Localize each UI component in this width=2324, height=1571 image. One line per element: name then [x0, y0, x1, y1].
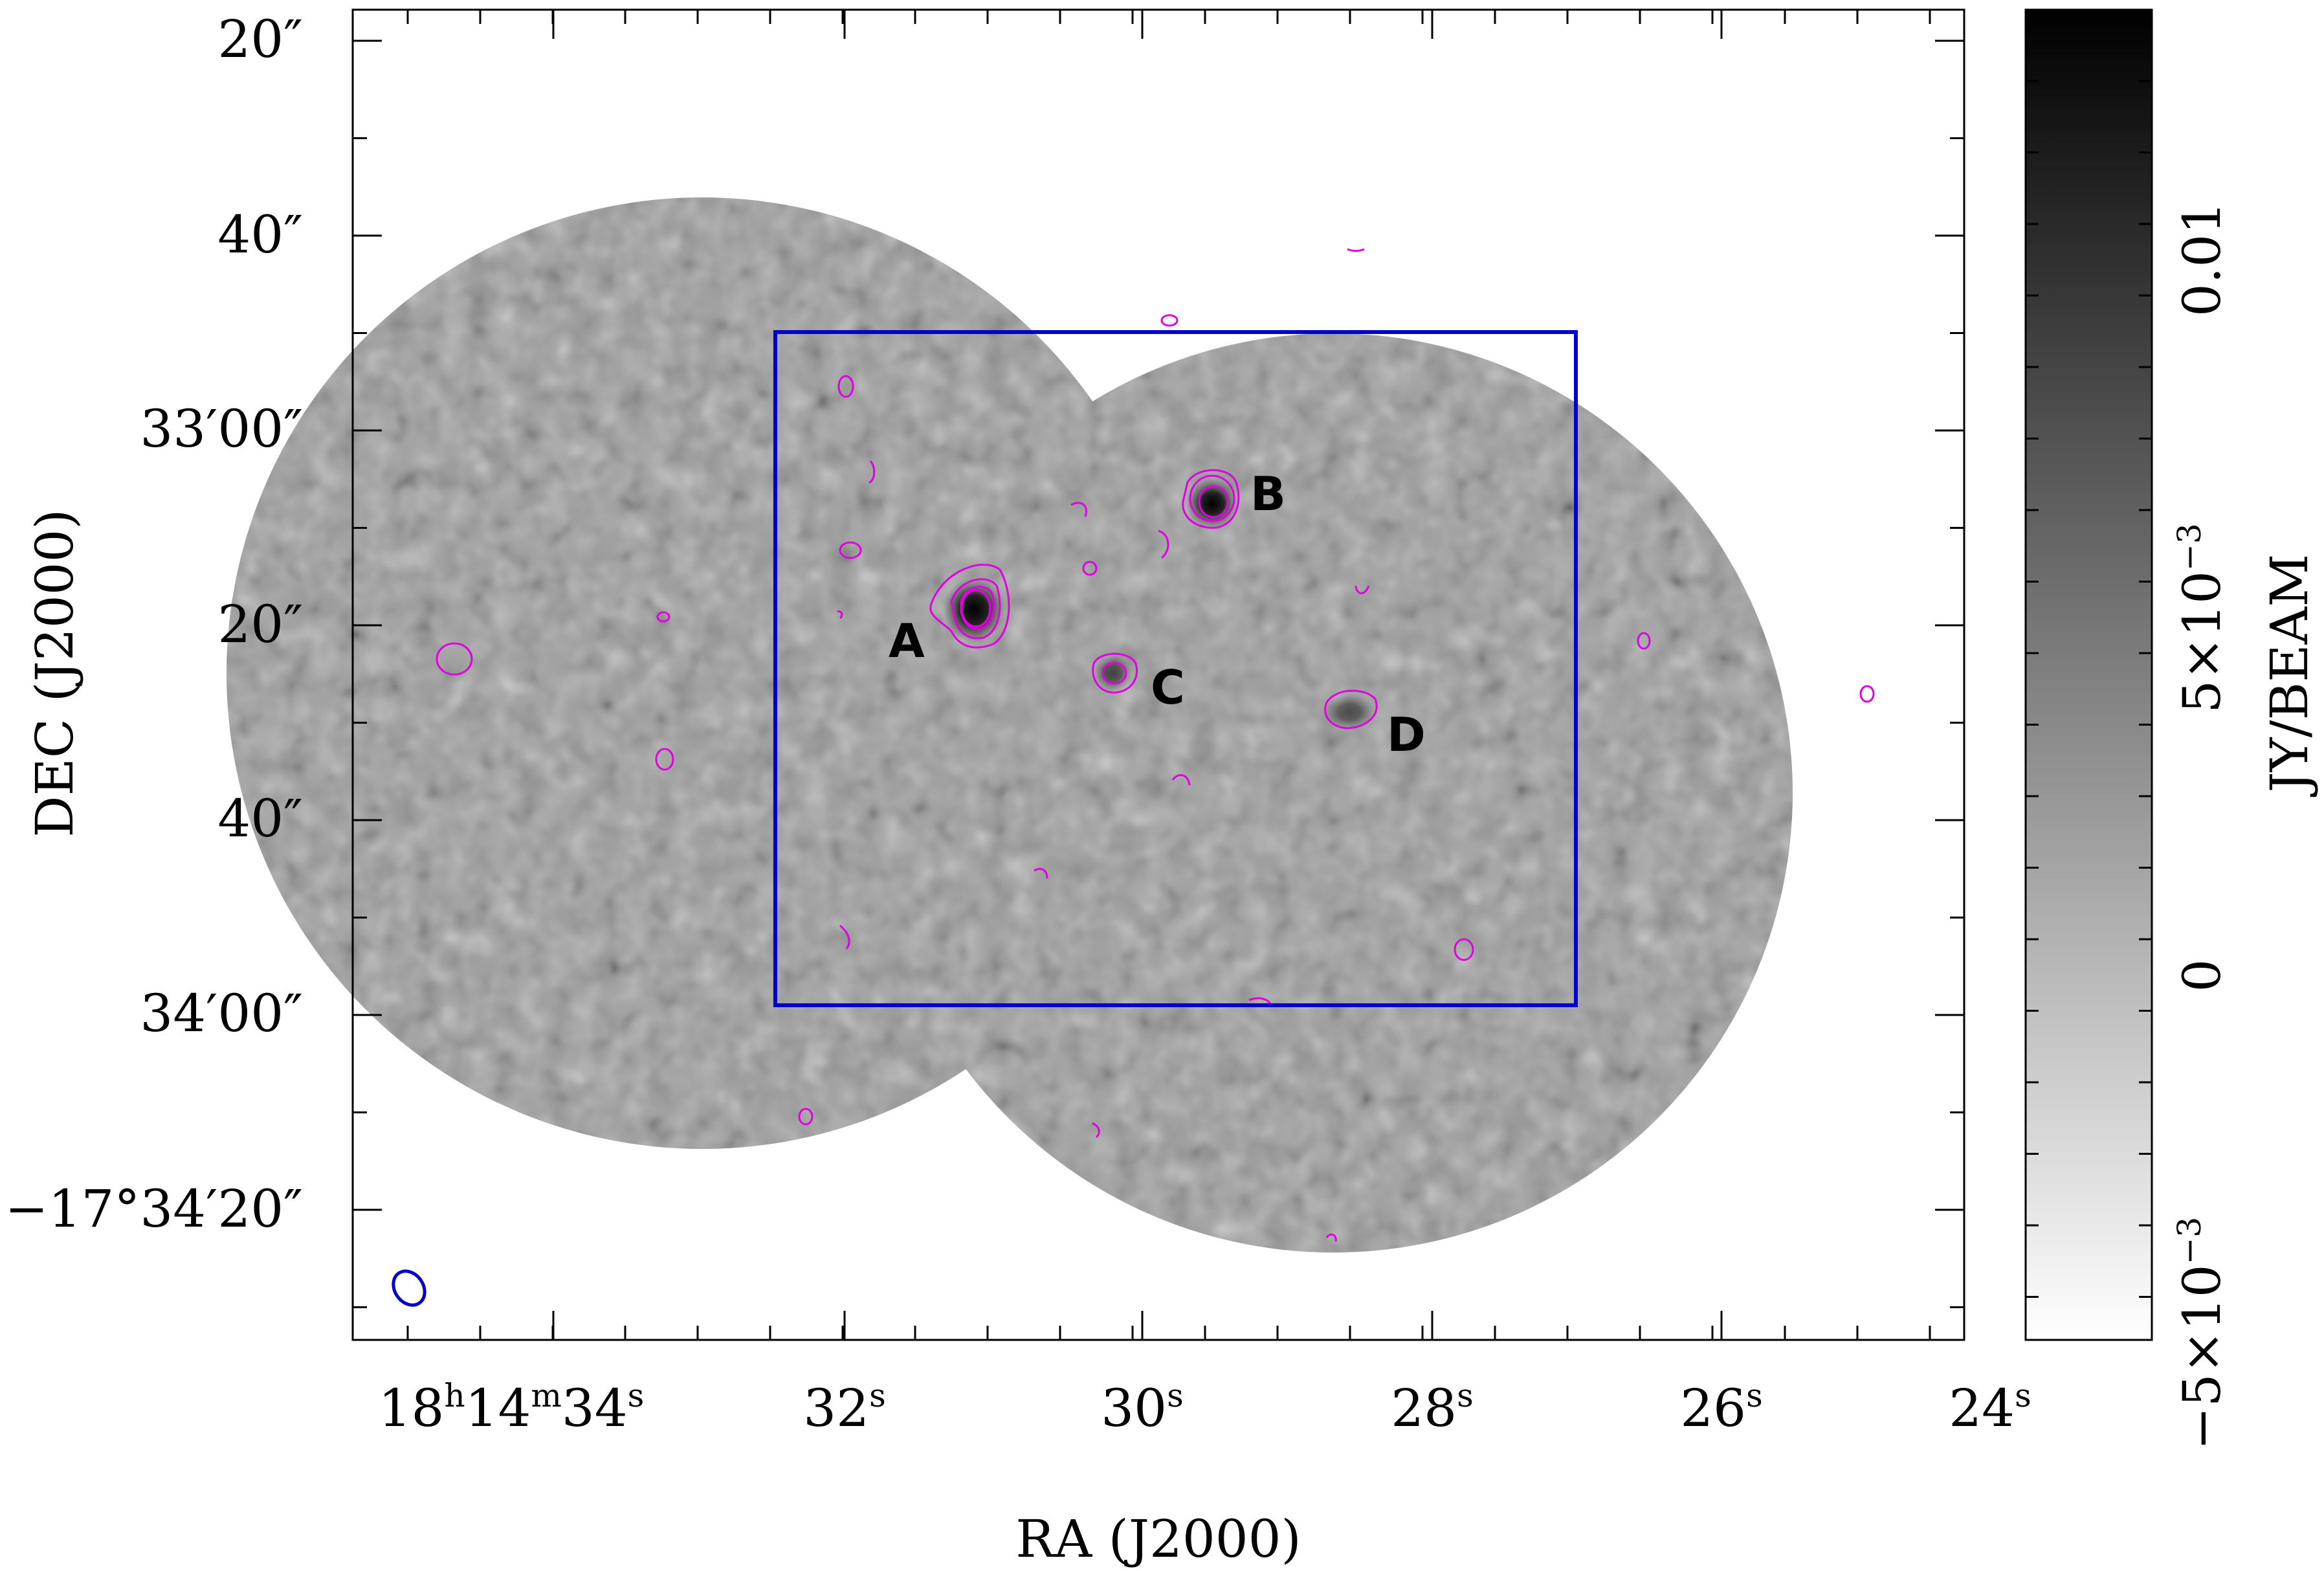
contour-spot	[1454, 938, 1474, 961]
x-tick-labels: 18h14m34s 32s 30s 28s 26s 24s	[379, 1377, 2031, 1438]
y-tick-label: 20″	[217, 9, 303, 69]
y-tick-label: 20″	[217, 594, 303, 654]
contour-spot	[837, 610, 843, 619]
contour-spot	[1637, 632, 1651, 650]
contour-A-2	[950, 578, 1001, 640]
x-tick-label: 28s	[1391, 1377, 1473, 1438]
source-D-blob	[1323, 694, 1375, 730]
contours	[436, 248, 1875, 1242]
contour-spot	[1092, 1122, 1100, 1139]
colorbar-gradient	[2024, 8, 2153, 1341]
contour-spot	[655, 748, 674, 771]
region-box	[773, 330, 1578, 1007]
y-tick-label: 40″	[217, 205, 303, 265]
contour-spot	[1034, 867, 1048, 879]
contour-B-2	[1189, 474, 1235, 522]
x-tick-label: 30s	[1101, 1377, 1183, 1438]
contour-spot	[1355, 585, 1370, 594]
beam-ellipse	[392, 1269, 426, 1307]
contour-B-outer	[1182, 469, 1240, 529]
colorbar-tick-label: 5×10−3	[2171, 523, 2232, 713]
contour-A-4	[960, 589, 991, 628]
x-tick-label: 24s	[1949, 1377, 2031, 1438]
source-label-D: D	[1387, 708, 1426, 762]
contour-spot	[798, 1108, 813, 1126]
axis-ticks	[353, 10, 1965, 1340]
contour-A-3	[960, 586, 995, 630]
colorbar-title: JY/BEAM	[2259, 554, 2319, 797]
contour-C-outer	[1092, 652, 1138, 694]
x-tick-label: 18h14m34s	[379, 1377, 645, 1438]
y-tick-label: 33′00″	[140, 399, 303, 459]
contour-spot	[1082, 561, 1098, 576]
source-label-A: A	[889, 614, 925, 668]
colorbar-tick-label: 0	[2172, 959, 2232, 992]
colorbar-tick-label: −5×10−3	[2171, 1217, 2232, 1450]
x-tick-label: 32s	[803, 1377, 885, 1438]
contour-spot	[1070, 502, 1087, 517]
contour-spot	[1347, 248, 1365, 252]
y-tick-label: 40″	[217, 788, 303, 849]
contour-spot	[837, 375, 854, 398]
contour-spot	[1325, 1233, 1337, 1242]
contour-spot	[839, 541, 862, 559]
contour-spot	[1160, 314, 1179, 327]
y-tick-labels: 20″ 40″ 33′00″ 20″ 40″ 34′00″ −17°34′20″	[5, 9, 303, 1239]
source-label-B: B	[1250, 467, 1286, 521]
contour-A-outer	[929, 563, 1010, 649]
y-tick-label: 34′00″	[140, 983, 303, 1043]
contour-spot	[1158, 529, 1169, 559]
contour-spot	[839, 924, 850, 950]
y-tick-label: −17°34′20″	[5, 1179, 303, 1239]
source-labels: A B C D	[889, 467, 1426, 762]
contour-spot	[656, 611, 670, 623]
contour-spot	[1859, 685, 1875, 703]
colorbar: 0.01 5×10−3 0 −5×10−3 JY/BEAM	[2024, 8, 2319, 1450]
x-axis-title: RA (J2000)	[1015, 1509, 1301, 1569]
contour-D-outer	[1324, 689, 1378, 730]
x-tick-label: 26s	[1680, 1377, 1762, 1438]
plot-frame	[351, 8, 1965, 1341]
contour-spot	[1171, 774, 1191, 786]
contour-C-2	[1101, 662, 1127, 685]
colorbar-ticks	[2026, 80, 2152, 1298]
source-C-blob	[1094, 655, 1133, 691]
contour-spot	[869, 460, 876, 484]
source-label-C: C	[1151, 660, 1185, 715]
colorbar-tick-label: 0.01	[2172, 201, 2232, 317]
contour-spot	[436, 642, 473, 676]
y-axis-title: DEC (J2000)	[25, 509, 85, 837]
contour-B-3	[1198, 485, 1229, 518]
